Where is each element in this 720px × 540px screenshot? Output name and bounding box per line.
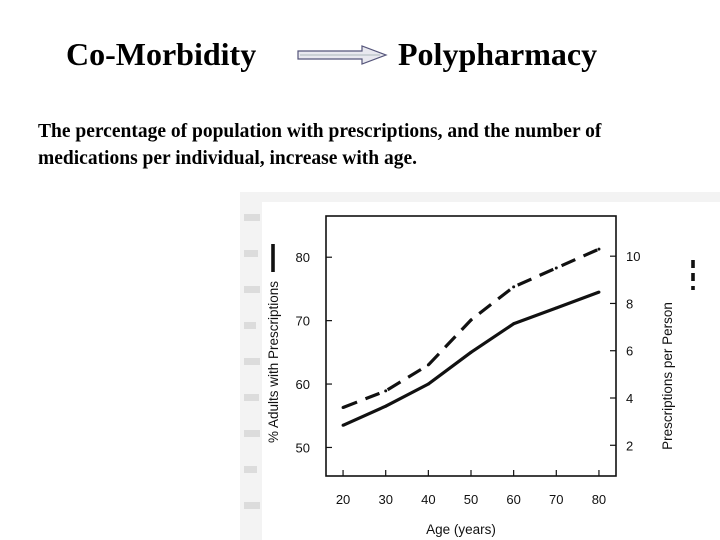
scan-text-line (244, 502, 260, 509)
scan-text-line (244, 430, 260, 437)
scan-text-line (244, 286, 260, 293)
data-point-percent-80 (597, 290, 601, 294)
left-axis-label: % Adults with Prescriptions (266, 281, 281, 443)
x-tick-label-40: 40 (421, 492, 435, 507)
scan-text-line (244, 250, 258, 257)
data-point-per-person-40 (426, 363, 430, 367)
x-axis-label: Age (years) (426, 522, 496, 537)
data-point-per-person-50 (469, 318, 473, 322)
series-percent-adults (342, 290, 600, 427)
scan-text-line (244, 214, 260, 221)
title-comorbidity: Co-Morbidity (66, 36, 257, 72)
data-point-percent-70 (554, 306, 558, 310)
data-point-per-person-20 (341, 405, 345, 409)
left-tick-label-80: 80 (296, 250, 310, 265)
scan-text-line (244, 358, 260, 365)
right-tick-label-10: 10 (626, 249, 640, 264)
left-tick-label-50: 50 (296, 440, 310, 455)
data-point-percent-60 (512, 322, 516, 326)
plot-frame (325, 215, 617, 477)
chart-figure: 20 30 40 50 60 70 80 50 60 70 80 2 4 6 8 10 Age (years)%… (262, 202, 720, 540)
data-point-per-person-70 (554, 266, 558, 270)
x-tick-label-80: 80 (592, 492, 606, 507)
right-tick-label-2: 2 (626, 438, 633, 453)
x-tick-label-70: 70 (549, 492, 563, 507)
right-axis-label: Prescriptions per Person (660, 302, 675, 450)
data-point-per-person-80 (597, 247, 601, 251)
prescriptions-by-age-chart: 20 30 40 50 60 70 80 50 60 70 80 2 4 6 8 10 Age (years)%… (266, 215, 695, 537)
right-tick-label-4: 4 (626, 391, 633, 406)
x-tick-label-60: 60 (506, 492, 520, 507)
series-prescriptions-per-person (342, 247, 600, 409)
data-point-percent-30 (384, 404, 388, 408)
x-tick-label-20: 20 (336, 492, 350, 507)
slide-subtitle: The percentage of population with prescr… (38, 121, 602, 169)
left-tick-label-70: 70 (296, 314, 310, 329)
scan-text-line (244, 466, 257, 473)
right-tick-label-8: 8 (626, 296, 633, 311)
right-arrow-icon (296, 44, 388, 66)
data-point-percent-40 (426, 382, 430, 386)
scan-text-line (244, 322, 256, 329)
data-point-per-person-30 (384, 389, 388, 393)
x-tick-label-50: 50 (464, 492, 478, 507)
right-tick-label-6: 6 (626, 344, 633, 359)
x-tick-label-30: 30 (378, 492, 392, 507)
data-point-per-person-60 (512, 285, 516, 289)
title-polypharmacy: Polypharmacy (398, 36, 598, 72)
data-point-percent-20 (341, 423, 345, 427)
data-point-percent-50 (469, 350, 473, 354)
left-tick-label-60: 60 (296, 377, 310, 392)
scan-text-line (244, 394, 259, 401)
